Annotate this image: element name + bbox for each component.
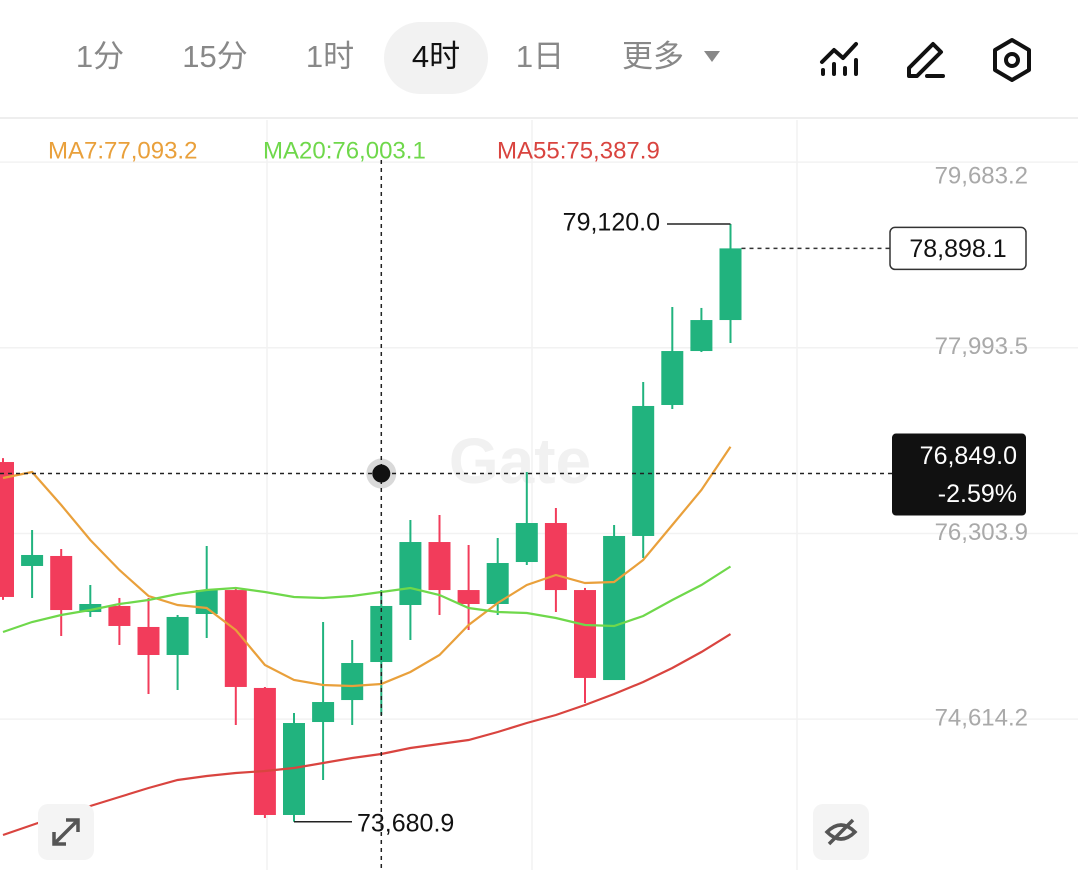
candle-body: [21, 554, 44, 566]
candle-body: [690, 320, 713, 352]
dropdown-arrow: [704, 51, 720, 62]
active-tab-bg: [384, 22, 488, 94]
candle-body: [603, 535, 626, 681]
candle-body: [108, 605, 131, 626]
candle-body: [50, 555, 73, 611]
last-price-label: 78,898.1: [909, 235, 1006, 263]
candle-body: [166, 616, 189, 655]
y-tick-label: 76,303.9: [935, 519, 1028, 546]
high-label: 79,120.0: [563, 209, 660, 237]
candle-body: [312, 702, 335, 723]
tab[interactable]: 1日: [516, 39, 564, 74]
y-tick-label: 74,614.2: [935, 704, 1028, 731]
candle-body: [253, 687, 276, 815]
candle-body: [0, 462, 14, 597]
indicator-icon[interactable]: [820, 42, 858, 76]
crosshair-box: [892, 433, 1026, 516]
y-tick-label: 79,683.2: [935, 162, 1028, 189]
candle-body: [399, 542, 422, 605]
candle-body: [574, 590, 596, 678]
ma-legend: MA7:77,093.2: [48, 137, 197, 164]
candle-body: [224, 590, 247, 687]
tab[interactable]: 15分: [182, 39, 247, 74]
crosshair-change: -2.59%: [938, 480, 1017, 508]
candle-body: [661, 351, 684, 405]
ma-line: [2, 446, 732, 688]
last-price-box: [889, 226, 1027, 271]
tab[interactable]: 1时: [306, 39, 354, 74]
low-label: 73,680.9: [357, 809, 454, 837]
tab-active[interactable]: 4时: [412, 39, 460, 74]
ma-line: [2, 633, 732, 837]
tab[interactable]: 1分: [76, 39, 124, 74]
settings-icon[interactable]: [993, 38, 1031, 82]
hide-button[interactable]: [813, 804, 869, 860]
crosshair-price: 76,849.0: [920, 442, 1017, 470]
candle-body: [515, 523, 538, 563]
ma-line: [2, 565, 732, 634]
expand-button[interactable]: [38, 804, 94, 860]
tab-more[interactable]: 更多: [622, 39, 684, 74]
candle-body: [341, 663, 364, 701]
candle-body: [137, 626, 160, 655]
candle-body: [486, 563, 509, 604]
y-tick-label: 77,993.5: [935, 333, 1028, 360]
candle-body: [195, 590, 218, 614]
candle-body: [428, 542, 451, 591]
candle-body: [457, 590, 480, 604]
crosshair-dot: [372, 464, 391, 483]
watermark: Gate: [449, 425, 591, 497]
ma-legend: MA20:76,003.1: [263, 137, 426, 164]
candle-body: [719, 248, 742, 321]
candle-body: [79, 604, 102, 613]
ma-legend: MA55:75,387.9: [497, 137, 660, 164]
candle-body: [544, 523, 567, 591]
candle-body: [632, 405, 655, 536]
draw-icon[interactable]: [907, 42, 945, 78]
